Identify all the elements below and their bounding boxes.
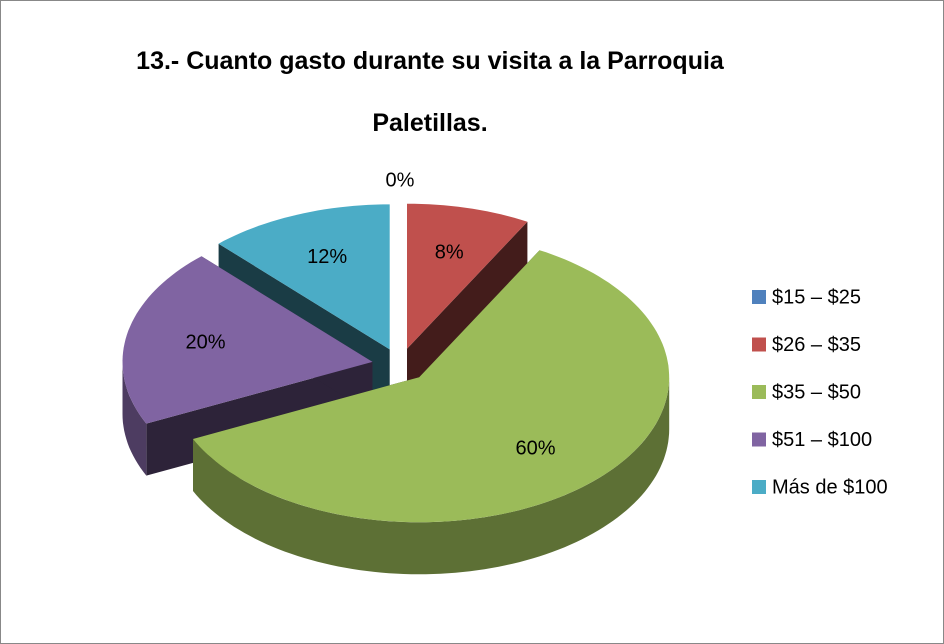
slice-wall [122,361,147,476]
legend-label: $51 – $100 [772,429,872,451]
data-label: 8% [435,242,464,264]
legend-swatch [752,432,766,447]
legend-swatch [752,290,766,304]
legend-label: $15 – $25 [772,286,861,308]
data-label: 20% [185,332,225,354]
chart-title: 13.- Cuanto gasto durante su visita a la… [136,47,724,137]
legend-label: $35 – $50 [772,381,861,403]
data-label: 0% [386,170,415,192]
legend-swatch [752,385,766,399]
legend-swatch [752,337,766,352]
slice [122,256,373,424]
data-label: 12% [307,246,347,268]
legend-swatch [752,480,766,494]
legend-label: $26 – $35 [772,334,861,356]
slice-wall [193,377,670,575]
data-label: 60% [516,437,556,459]
slice-side [407,221,528,401]
slice [218,204,390,350]
slice [407,203,528,349]
slice [193,250,670,523]
legend-label: Más de $100 [772,476,888,498]
